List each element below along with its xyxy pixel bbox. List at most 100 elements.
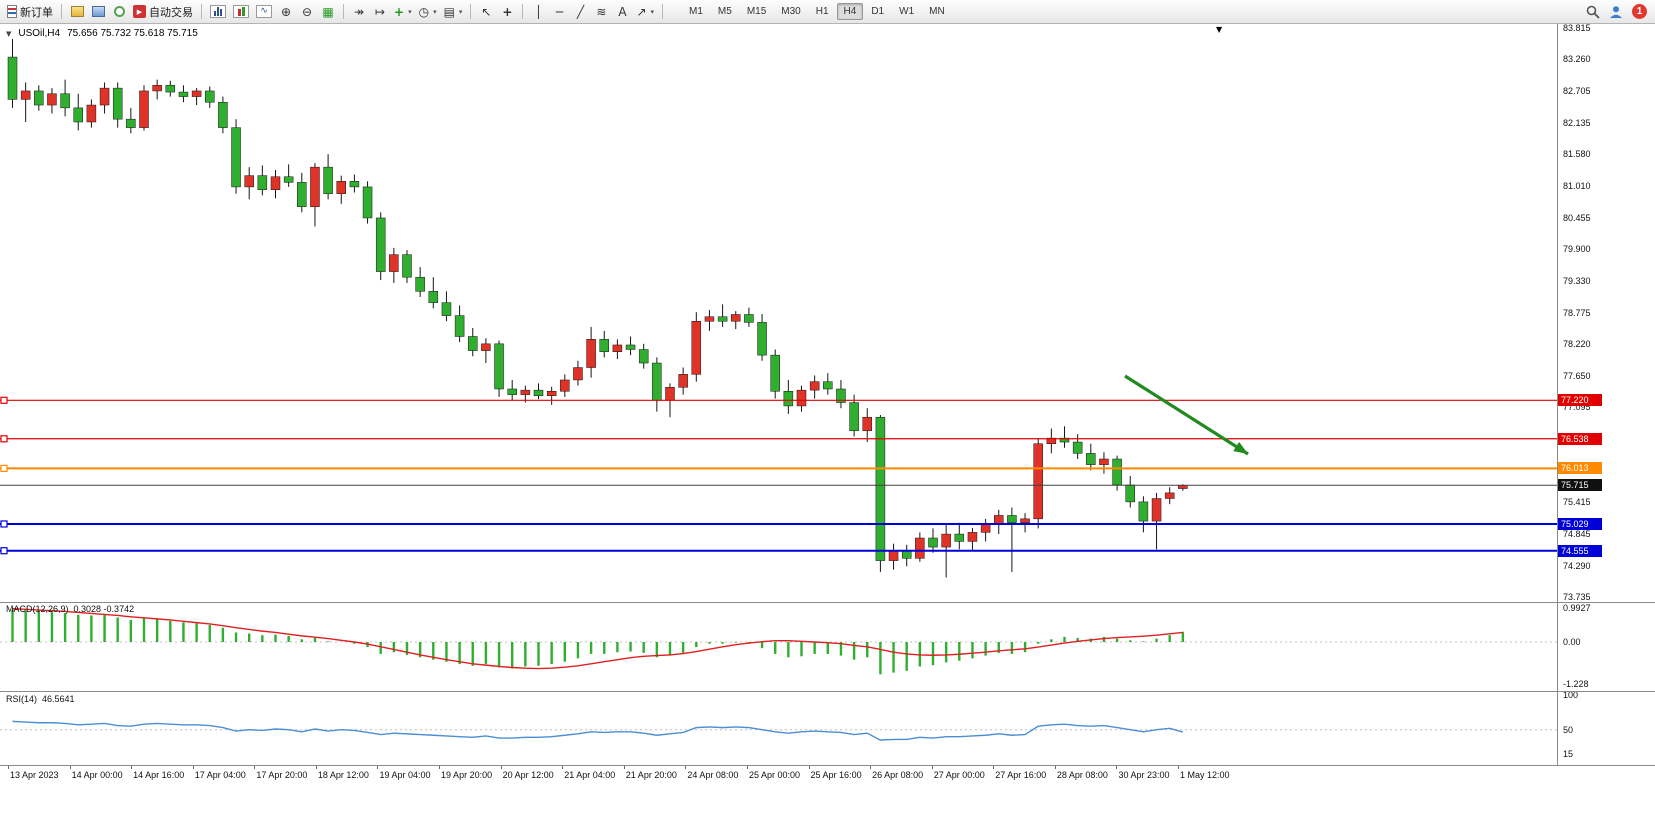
crosshair-tool-button[interactable]: + (497, 2, 517, 22)
horizontal-line-tool-button[interactable]: ─ (549, 2, 569, 22)
toolbar-separator (470, 4, 472, 19)
timeframe-m15-button[interactable]: M15 (746, 6, 767, 17)
timeframe-m5-button[interactable]: M5 (717, 6, 732, 17)
templates-button[interactable]: ▤ ▾ (441, 2, 466, 22)
price-axis-label: 80.455 (1563, 212, 1591, 223)
main-chart-canvas[interactable] (0, 24, 1557, 602)
chart-shift-button[interactable]: ↦ (370, 2, 390, 22)
trendline-tool-button[interactable]: ╱ (570, 2, 590, 22)
chart-header: ▼ USOil,H4 75.656 75.732 75.618 75.715 (6, 28, 198, 39)
fibonacci-tool-button[interactable]: ≋ (591, 2, 611, 22)
date-tick (1116, 766, 1118, 769)
new-order-label: 新订单 (20, 6, 53, 19)
autotrading-label: 自动交易 (149, 6, 193, 19)
price-tag: 76.013 (1558, 462, 1602, 475)
arrows-tool-button[interactable]: ↗ ▾ (633, 2, 657, 22)
price-axis-label: 73.735 (1563, 592, 1591, 603)
date-axis-label: 1 May 12:00 (1180, 770, 1230, 780)
date-axis[interactable]: 13 Apr 2023 14 Apr 00:00 14 Apr 16:00 17 Ap… (0, 766, 1557, 786)
timeframe-d1-button[interactable]: D1 (871, 6, 885, 17)
profiles-icon (91, 6, 105, 17)
chevron-down-icon: ▾ (408, 7, 412, 16)
date-axis-label: 20 Apr 12:00 (502, 770, 554, 780)
chart-shift-marker-icon[interactable]: ▼ (1216, 25, 1223, 34)
template-icon: ▤ (443, 4, 455, 19)
chevron-down-icon: ▾ (650, 7, 655, 16)
price-axis-label: 82.705 (1563, 85, 1591, 96)
profiles-button[interactable] (88, 2, 108, 22)
toolbar-separator (201, 4, 202, 19)
auto-scroll-icon: ↠ (353, 4, 365, 19)
timeframe-m30-button[interactable]: M30 (781, 6, 801, 17)
rsi-axis-label: 15 (1563, 748, 1574, 759)
price-axis-label: 74.845 (1563, 529, 1591, 540)
vertical-line-tool-button[interactable]: │ (528, 2, 548, 22)
new-order-button[interactable]: 新订单 (4, 2, 56, 22)
price-axis-label: 77.650 (1563, 371, 1591, 381)
date-tick (315, 766, 317, 769)
auto-scroll-button[interactable]: ↠ (349, 2, 369, 22)
timeframe-h1-button[interactable]: H1 (815, 6, 829, 17)
date-tick (8, 766, 9, 769)
toolbar-right-group: 1 (1586, 4, 1647, 19)
bar-chart-type-button[interactable] (207, 2, 229, 22)
one-click-trading-toggle-icon[interactable]: ▼ (6, 29, 12, 38)
rsi-scale: 100 50 15 (1558, 690, 1655, 765)
timeframe-w1-button[interactable]: W1 (899, 6, 915, 17)
date-tick (562, 766, 564, 769)
timeframe-m1-button[interactable]: M1 (689, 6, 703, 17)
macd-values: 0.3028 -0.3742 (73, 604, 135, 614)
price-scale[interactable]: 83.815 83.260 82.705 82.135 81.580 81.010 80.4… (1558, 23, 1655, 603)
date-axis-label: 24 Apr 08:00 (687, 770, 739, 780)
rsi-value: 46.5641 (42, 694, 75, 704)
cursor-tool-button[interactable]: ↖ (476, 2, 496, 22)
macd-canvas[interactable] (0, 602, 1557, 691)
price-axis-label: 82.135 (1563, 117, 1591, 128)
timeframe-mn-button[interactable]: MN (929, 6, 945, 17)
timeframe-h4-button[interactable]: H4 (836, 3, 864, 20)
line-chart-type-button[interactable]: ∿ (253, 2, 275, 22)
date-axis-label: 13 Apr 2023 (10, 770, 59, 780)
zoom-in-icon: ⊕ (280, 4, 292, 19)
date-axis-label: 25 Apr 00:00 (748, 770, 800, 780)
periods-button[interactable]: ◷ ▾ (416, 2, 440, 22)
date-tick (439, 766, 441, 769)
date-tick (931, 766, 933, 769)
zoom-in-button[interactable]: ⊕ (276, 2, 296, 22)
autotrading-button[interactable]: ▶ 自动交易 (130, 2, 196, 22)
price-axis-label: 79.330 (1563, 276, 1591, 287)
date-axis-label: 14 Apr 16:00 (133, 770, 185, 780)
price-axis-label: 81.010 (1563, 181, 1591, 192)
panel-separator[interactable] (0, 691, 1655, 692)
account-icon[interactable] (1609, 5, 1623, 19)
date-tick (870, 766, 872, 769)
date-tick (131, 766, 133, 769)
search-icon[interactable] (1586, 5, 1600, 19)
price-axis-label: 77.095 (1563, 402, 1591, 413)
panel-separator (0, 765, 1655, 766)
chart-window-button[interactable] (67, 2, 87, 22)
date-tick (623, 766, 625, 769)
refresh-button[interactable] (109, 2, 129, 22)
price-axis-label: 78.220 (1563, 338, 1591, 349)
rsi-canvas[interactable] (0, 691, 1557, 765)
price-axis-label: 83.260 (1563, 54, 1591, 65)
date-axis-label: 28 Apr 08:00 (1056, 770, 1108, 780)
zoom-out-button[interactable]: ⊖ (297, 2, 317, 22)
toolbar-separator (343, 4, 344, 19)
indicators-button[interactable]: + ▾ (391, 2, 415, 22)
toolbar-separator (61, 4, 62, 19)
clock-icon: ◷ (418, 4, 430, 19)
candlestick-type-button[interactable] (230, 2, 252, 22)
panel-separator[interactable] (0, 602, 1655, 603)
arrow-tool-icon: ↗ (636, 4, 647, 19)
scale-separator (1557, 24, 1558, 766)
text-tool-button[interactable]: A (612, 2, 632, 22)
grid-button[interactable]: ▦ (318, 2, 338, 22)
price-tag: 75.029 (1558, 517, 1602, 530)
notification-badge[interactable]: 1 (1632, 4, 1647, 19)
date-tick (69, 766, 71, 769)
candlestick-type-icon (233, 5, 249, 18)
trend-arrow-annotation[interactable] (1124, 374, 1249, 456)
date-axis-label: 27 Apr 00:00 (933, 770, 985, 780)
